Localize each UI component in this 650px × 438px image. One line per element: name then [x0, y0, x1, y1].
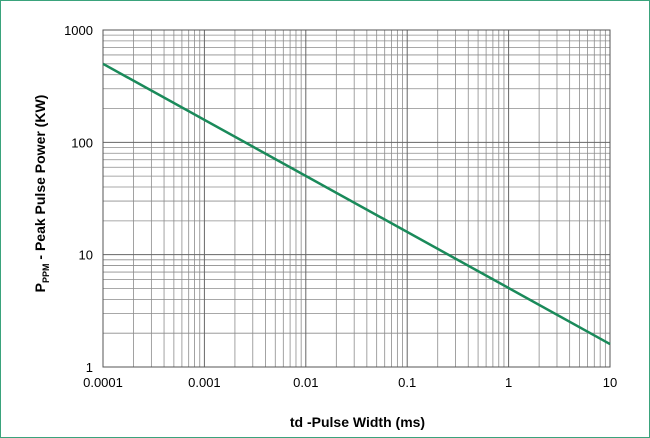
series-line-0: [102, 62, 611, 346]
x-tick-label: 0.001: [188, 375, 221, 390]
x-axis-title: td -Pulse Width (ms): [290, 414, 425, 430]
x-tick-label: 1: [505, 375, 512, 390]
y-axis-title-rest: - Peak Pulse Power (KW): [32, 95, 48, 264]
plot-area-border: [102, 29, 611, 368]
grid-minor: [103, 30, 610, 367]
x-tick-label: 0.1: [398, 375, 416, 390]
series-layer: [102, 62, 611, 346]
grid-major: [102, 29, 611, 368]
y-tick-label: 10: [79, 248, 93, 263]
y-tick-label: 100: [71, 135, 93, 150]
x-tick-label: 0.0001: [83, 375, 123, 390]
y-axis-title: PPPM - Peak Pulse Power (KW): [32, 95, 51, 293]
y-axis-tick-labels: 1 10 100 1000: [64, 23, 93, 375]
y-tick-label: 1: [86, 360, 93, 375]
y-axis-title-subscript: PPM: [41, 263, 51, 283]
y-axis-title-main: P: [32, 283, 48, 292]
x-axis-tick-labels: 0.0001 0.001 0.01 0.1 1 10: [83, 375, 617, 390]
x-tick-label: 10: [603, 375, 617, 390]
y-tick-label: 1000: [64, 23, 93, 38]
x-tick-label: 0.01: [293, 375, 318, 390]
